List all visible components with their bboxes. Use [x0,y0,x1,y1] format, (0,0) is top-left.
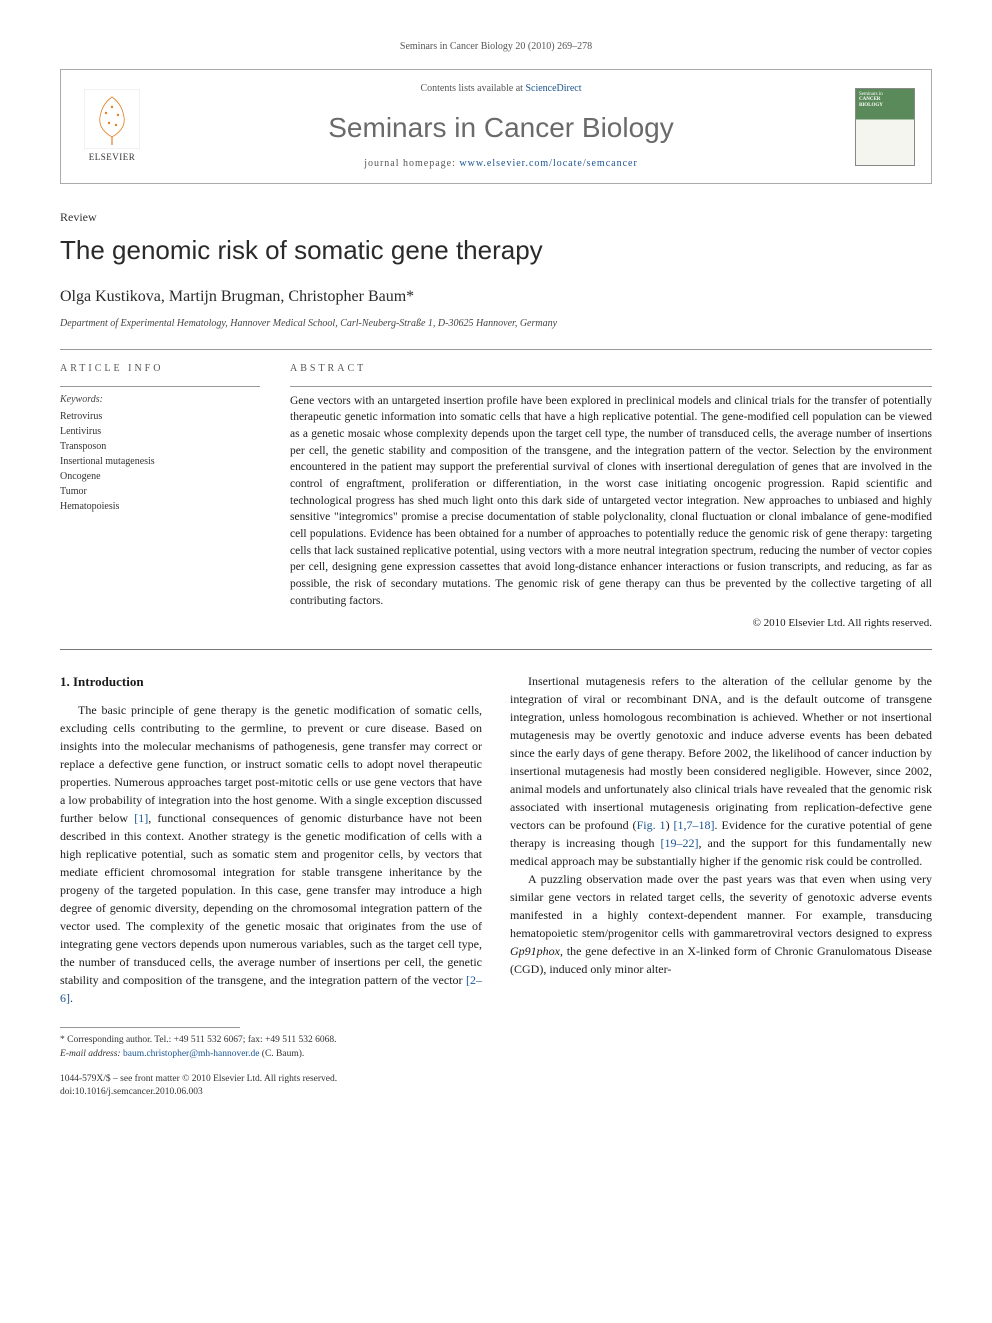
divider [60,649,932,650]
article-body: 1. Introduction The basic principle of g… [60,672,932,1008]
affiliation: Department of Experimental Hematology, H… [60,317,932,331]
journal-homepage-line: journal homepage: www.elsevier.com/locat… [147,157,855,171]
doi-prefix: doi: [60,1087,75,1097]
sciencedirect-link[interactable]: ScienceDirect [525,83,581,94]
article-type: Review [60,209,932,226]
body-text: . [70,991,73,1005]
keyword-item: Tumor [60,484,260,499]
footnote-divider [60,1027,240,1028]
body-paragraph: A puzzling observation made over the pas… [510,870,932,978]
front-matter-line: 1044-579X/$ – see front matter © 2010 El… [60,1073,932,1086]
corr-author-line: * Corresponding author. Tel.: +49 511 53… [60,1034,932,1047]
abstract-text: Gene vectors with an untargeted insertio… [290,393,932,610]
keyword-item: Retrovirus [60,409,260,424]
journal-cover-thumbnail: Seminars in CANCER BIOLOGY [855,88,915,166]
body-paragraph: Insertional mutagenesis refers to the al… [510,672,932,870]
body-text: , functional consequences of genomic dis… [60,811,482,969]
article-info-label: ARTICLE INFO [60,362,260,376]
abstract-label: ABSTRACT [290,362,932,376]
divider [290,386,932,387]
keyword-item: Hematopoiesis [60,499,260,514]
divider [60,386,260,387]
journal-header: ELSEVIER Contents lists available at Sci… [60,69,932,184]
keyword-item: Transposon [60,439,260,454]
journal-homepage-link[interactable]: www.elsevier.com/locate/semcancer [459,158,637,169]
elsevier-tree-icon [84,89,140,149]
keyword-item: Lentivirus [60,424,260,439]
elsevier-logo: ELSEVIER [77,87,147,167]
body-paragraph: The basic principle of gene therapy is t… [60,701,482,1007]
reference-link[interactable]: [19–22] [661,836,699,850]
keywords-list: RetrovirusLentivirusTransposonInsertiona… [60,409,260,514]
keywords-label: Keywords: [60,393,260,407]
reference-link[interactable]: [1] [134,811,148,825]
cover-line3: BIOLOGY [859,103,911,109]
authors: Olga Kustikova, Martijn Brugman, Christo… [60,286,932,308]
doi-value: 10.1016/j.semcancer.2010.06.003 [75,1087,203,1097]
body-text: A puzzling observation made over the pas… [510,872,932,940]
divider [60,349,932,350]
body-text: , the gene defective in an X-linked form… [510,944,932,976]
contents-prefix: Contents lists available at [420,83,525,94]
copyright: © 2010 Elsevier Ltd. All rights reserved… [290,616,932,631]
corresponding-author-footnote: * Corresponding author. Tel.: +49 511 53… [60,1034,932,1061]
body-text: ) [666,818,674,832]
body-text: Insertional mutagenesis refers to the al… [510,674,932,832]
elsevier-label: ELSEVIER [89,151,136,164]
figure-link[interactable]: Fig. 1 [637,818,666,832]
email-label: E-mail address: [60,1049,123,1059]
email-link[interactable]: baum.christopher@mh-hannover.de [123,1049,259,1059]
journal-reference: Seminars in Cancer Biology 20 (2010) 269… [60,40,932,54]
body-text: The basic principle of gene therapy is t… [60,703,482,825]
keyword-item: Oncogene [60,469,260,484]
article-title: The genomic risk of somatic gene therapy [60,232,932,268]
journal-name: Seminars in Cancer Biology [147,108,855,147]
reference-link[interactable]: [1,7–18] [674,818,715,832]
contents-available-line: Contents lists available at ScienceDirec… [147,82,855,96]
section-heading-introduction: 1. Introduction [60,672,482,692]
doi-block: 1044-579X/$ – see front matter © 2010 El… [60,1073,932,1100]
gene-name: Gp91phox [510,944,560,958]
keyword-item: Insertional mutagenesis [60,454,260,469]
email-suffix: (C. Baum). [259,1049,304,1059]
homepage-prefix: journal homepage: [364,158,459,169]
